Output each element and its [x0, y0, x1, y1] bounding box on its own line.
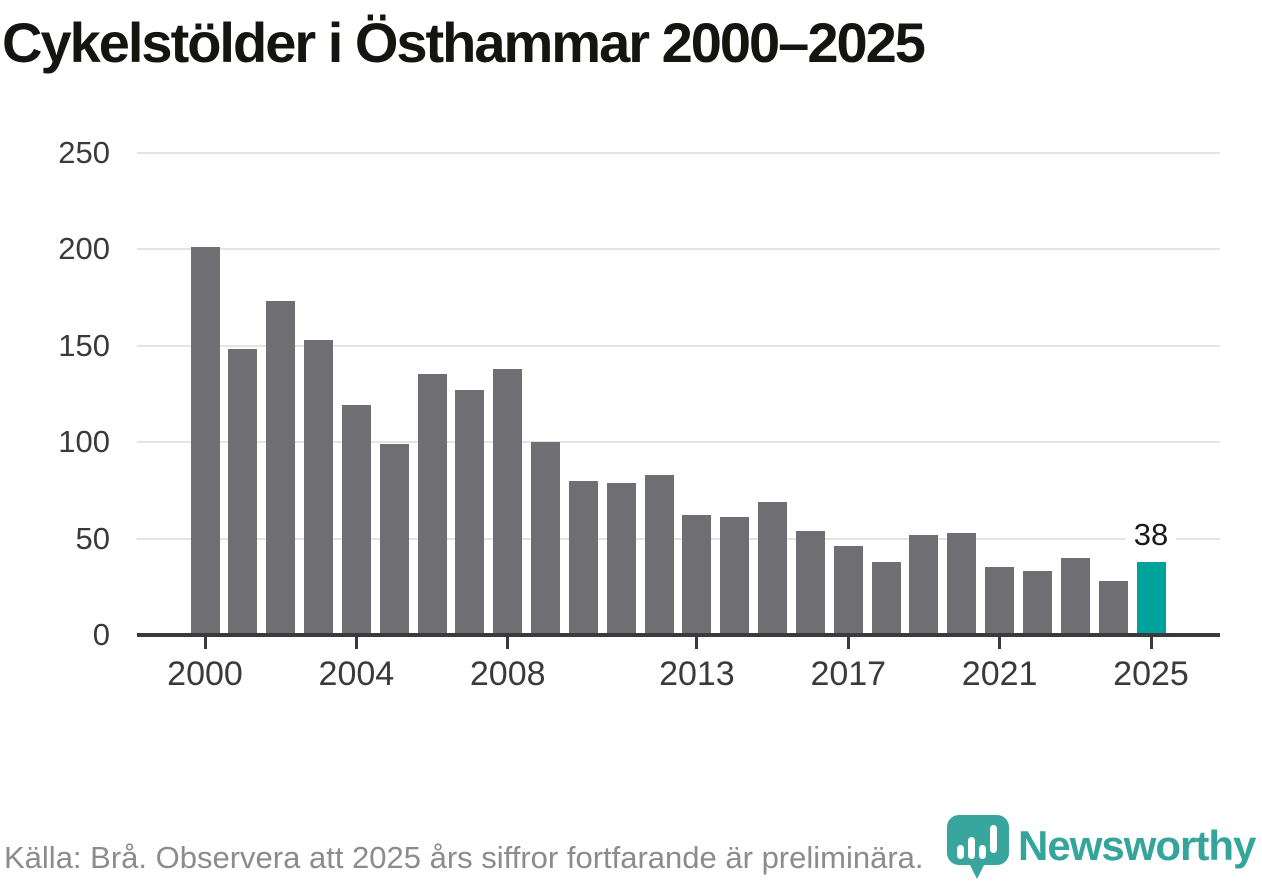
- bar: [606, 482, 636, 635]
- bar: [493, 368, 523, 635]
- bar: [228, 349, 258, 635]
- bar: [682, 515, 712, 635]
- bar: [531, 442, 561, 635]
- x-tick-label: 2008: [469, 655, 546, 693]
- bar: [379, 443, 409, 635]
- bar: [1098, 580, 1128, 635]
- bar: [758, 501, 788, 635]
- x-tick-label: 2013: [659, 655, 735, 693]
- x-tick: [354, 636, 358, 649]
- value-annotation: 38: [1125, 516, 1177, 553]
- bar: [568, 480, 598, 635]
- bar: [190, 247, 220, 635]
- x-tick-label: 2025: [1113, 655, 1189, 693]
- y-tick-label: 200: [58, 231, 110, 266]
- bar: [909, 534, 939, 635]
- gridline: [137, 441, 1220, 443]
- gridline: [137, 344, 1220, 347]
- bar: [985, 567, 1015, 635]
- bar: [266, 301, 296, 635]
- bar: [833, 546, 863, 635]
- newsworthy-wordmark: Newsworthy: [1018, 822, 1256, 869]
- gridline: [137, 248, 1220, 250]
- x-tick-label: 2004: [318, 655, 395, 693]
- bar: [947, 532, 977, 635]
- gridline: [137, 151, 1220, 154]
- bar: [795, 530, 825, 635]
- x-tick: [1149, 636, 1153, 649]
- bar: [304, 339, 334, 635]
- bar: [1060, 557, 1090, 635]
- newsworthy-logo-icon: [947, 815, 1009, 879]
- bar-highlight: [1136, 561, 1166, 635]
- x-axis-line: [137, 633, 1220, 637]
- x-tick-label: 2021: [961, 655, 1038, 693]
- x-tick-label: 2000: [167, 655, 243, 693]
- bar: [644, 474, 674, 635]
- source-note: Källa: Brå. Observera att 2025 års siffr…: [4, 840, 924, 875]
- chart-title: Cykelstölder i Östhammar 2000–2025: [2, 11, 926, 74]
- bar: [341, 405, 371, 635]
- gridline: [137, 537, 1220, 540]
- y-tick-label: 50: [75, 520, 110, 556]
- bar: [1022, 571, 1052, 635]
- bar: [871, 561, 901, 635]
- y-tick-label: 0: [92, 617, 110, 652]
- bar: [417, 374, 447, 635]
- x-tick: [695, 636, 699, 649]
- y-tick-label: 150: [58, 327, 110, 363]
- x-tick: [846, 636, 850, 649]
- bar: [455, 389, 485, 635]
- x-tick: [998, 636, 1002, 649]
- bar: [720, 517, 750, 635]
- x-tick: [203, 636, 207, 649]
- y-tick-label: 100: [58, 424, 110, 459]
- y-tick-label: 250: [58, 134, 110, 170]
- x-tick-label: 2017: [810, 655, 887, 693]
- x-tick: [506, 636, 510, 649]
